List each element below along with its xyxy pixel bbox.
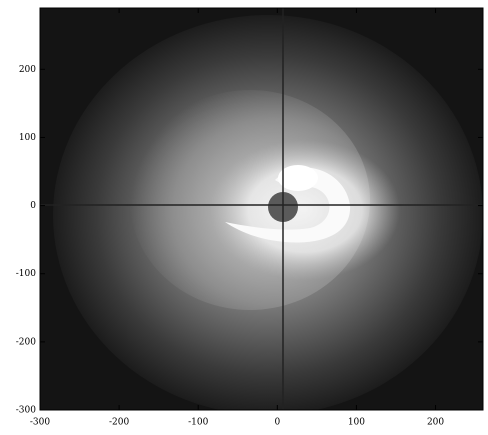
y-tick-label: 0 (30, 201, 36, 211)
x-tick-label: -100 (188, 418, 208, 428)
x-tick-label: -300 (30, 418, 50, 428)
chart: -300 -200 -100 0 100 200 -300 -200 -100 0 100 200 (0, 0, 488, 431)
y-tick-label: -300 (16, 406, 36, 416)
y-tick-label: 200 (19, 65, 36, 75)
x-tick-label: 200 (427, 418, 444, 428)
x-tick-label: 100 (348, 418, 365, 428)
density-image (40, 8, 483, 415)
y-tick-label: -200 (16, 337, 36, 347)
x-tick-label: 0 (274, 418, 280, 428)
y-tick-label: 100 (19, 133, 36, 143)
x-tick-label: -200 (109, 418, 129, 428)
y-tick-label: -100 (16, 269, 36, 279)
page: {"chart_data": {"type": "image", "xlim":… (0, 0, 488, 431)
